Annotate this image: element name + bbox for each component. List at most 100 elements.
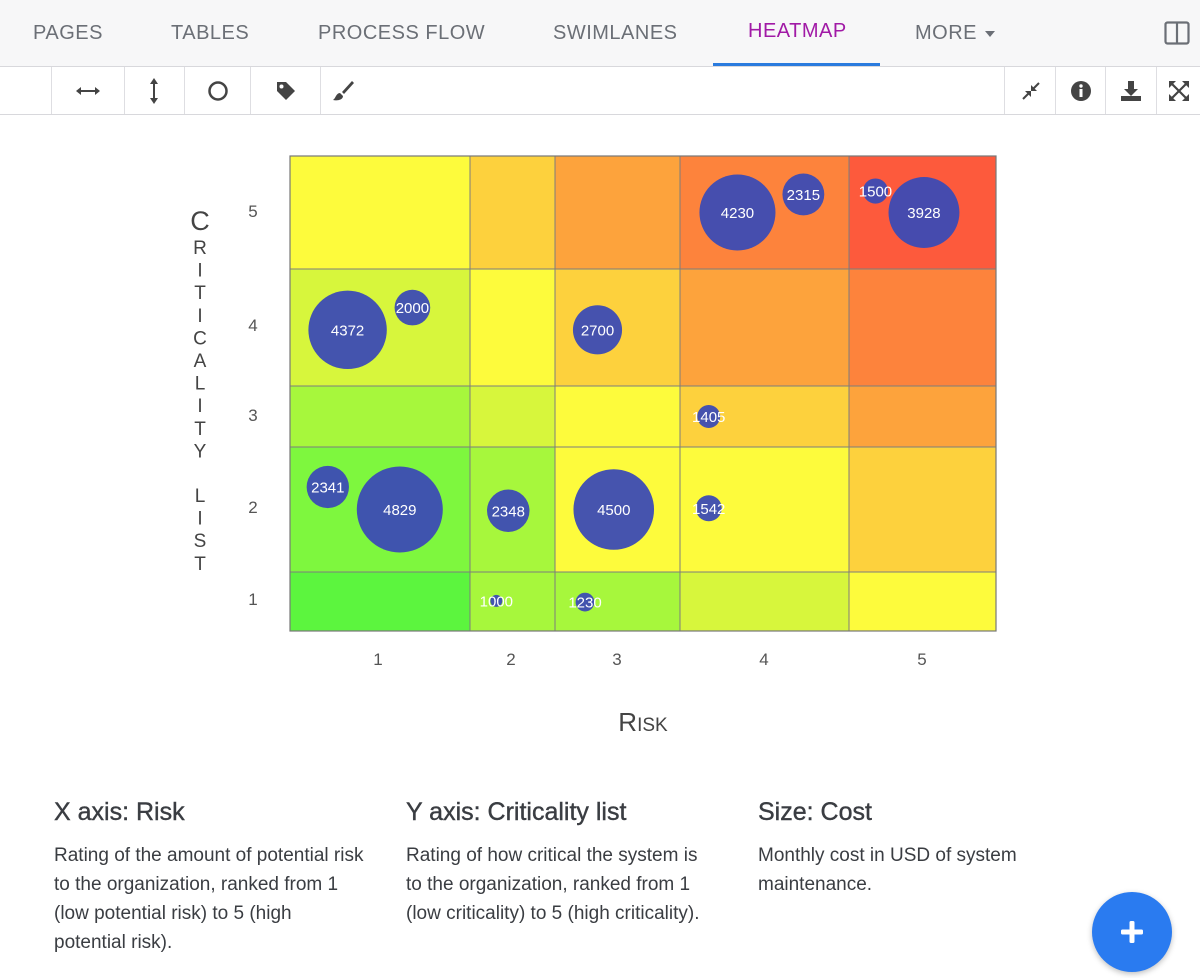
tab-more[interactable]: MORE (915, 0, 995, 66)
info-icon (1071, 80, 1091, 101)
tab-heatmap[interactable]: HEATMAP (748, 20, 847, 42)
tab-tables[interactable]: TABLES (171, 22, 250, 44)
y-axis-letter: I (197, 261, 202, 282)
toolbar (0, 67, 1200, 115)
y-axis-letter: T (194, 554, 206, 575)
y-axis-letter: I (197, 509, 202, 530)
y-axis-letter: T (194, 419, 206, 440)
plus-icon (1121, 921, 1143, 943)
download-button[interactable] (1105, 67, 1156, 114)
bubble (573, 469, 655, 550)
toolbar-spacer (0, 67, 52, 114)
collapse-icon (1021, 81, 1040, 100)
x-tick-label: 5 (917, 650, 926, 669)
bubble (572, 305, 623, 355)
bubble-label: 1542 (692, 501, 725, 518)
expand-button[interactable] (1156, 67, 1200, 114)
y-axis-letter: I (197, 396, 202, 417)
info-size-title: Size: Cost (758, 798, 872, 826)
bubble-label: 4829 (383, 502, 416, 519)
bubble (695, 495, 722, 522)
bubble (888, 177, 960, 248)
heatmap-cell (469, 155, 556, 270)
heatmap-cell (848, 446, 997, 573)
heatmap-cell (679, 571, 850, 632)
paintbrush-button[interactable] (321, 67, 365, 114)
bubble (782, 173, 825, 216)
y-tick-label: 3 (248, 406, 257, 425)
download-icon (1121, 80, 1141, 101)
heatmap-cell (469, 385, 556, 448)
x-axis-label: RISK (618, 707, 668, 737)
chevron-down-icon (985, 30, 995, 37)
tab-pages[interactable]: PAGES (33, 22, 103, 44)
heatmap-cell (554, 385, 681, 448)
resize-vertical-button[interactable] (124, 67, 185, 114)
active-tab-indicator (713, 63, 880, 66)
circle-button[interactable] (185, 67, 251, 114)
y-axis-letter: I (197, 306, 202, 327)
heatmap-cell (469, 268, 556, 387)
bubble-label: 1230 (568, 595, 601, 612)
bubble (575, 592, 595, 612)
tab-process-flow[interactable]: PROCESS FLOW (318, 22, 486, 44)
info-size-desc: Monthly cost in USD of system maintenanc… (758, 845, 1017, 895)
y-axis-letter: A (194, 351, 207, 372)
y-tick-label: 4 (248, 316, 257, 335)
bubble-label: 2341 (311, 480, 344, 497)
bubble (356, 466, 443, 553)
paintbrush-icon (333, 80, 354, 100)
expand-icon (1169, 80, 1189, 101)
info-y-axis: Y axis: Criticality list Rating of how c… (406, 798, 716, 928)
heatmap-cell (554, 155, 681, 270)
heatmap-cell (289, 571, 471, 632)
y-axis-letter: S (194, 531, 207, 552)
y-tick-label: 5 (248, 202, 257, 221)
bubble-label: 3928 (907, 205, 940, 222)
resize-horizontal-button[interactable] (51, 67, 125, 114)
add-button[interactable] (1092, 892, 1172, 972)
info-x-axis-desc: Rating of the amount of potential risk t… (54, 845, 364, 953)
collapse-button[interactable] (1004, 67, 1056, 114)
info-button[interactable] (1055, 67, 1106, 114)
y-tick-label: 1 (248, 590, 257, 609)
info-y-axis-desc: Rating of how critical the system is to … (406, 845, 700, 924)
info-size: Size: Cost Monthly cost in USD of system… (758, 798, 1068, 899)
bubble (306, 465, 349, 509)
resize-vertical-icon (150, 77, 158, 104)
bubble-label: 1500 (859, 184, 892, 201)
tag-button[interactable] (251, 67, 321, 114)
bubble-label: 4500 (597, 502, 630, 519)
bubble-label: 1000 (480, 593, 513, 610)
bubble-label: 4230 (721, 205, 754, 222)
x-tick-label: 2 (506, 650, 515, 669)
y-tick-label: 2 (248, 498, 257, 517)
heatmap-chart: 4230 2315 1500 3928 4372 2000 2700 1405 2341 4829… (0, 114, 1200, 774)
y-axis-letter: L (195, 374, 206, 395)
heatmap-cell (848, 571, 997, 632)
y-axis-letter: L (195, 486, 206, 507)
bubble-label: 1405 (692, 409, 725, 426)
bubble-label: 4372 (331, 322, 364, 339)
bubble (487, 489, 530, 532)
tab-swimlanes[interactable]: SWIMLANES (553, 22, 678, 44)
bubble (699, 174, 776, 251)
heatmap-cell (289, 385, 471, 448)
resize-horizontal-icon (76, 86, 100, 95)
panel-toggle-icon[interactable] (1164, 21, 1190, 45)
info-x-axis-title: X axis: Risk (54, 798, 185, 826)
heatmap-cell (289, 155, 471, 270)
bubble (394, 289, 431, 326)
bubble-label: 2000 (396, 300, 429, 317)
heatmap-cell (848, 385, 997, 448)
y-axis-letter: C (193, 328, 207, 349)
info-y-axis-title: Y axis: Criticality list (406, 798, 627, 826)
heatmap-border (289, 155, 997, 632)
bubble (490, 594, 503, 607)
circle-icon (207, 80, 228, 101)
bubble (697, 405, 721, 428)
info-x-axis: X axis: Risk Rating of the amount of pot… (54, 798, 364, 957)
bubble-label: 2348 (492, 503, 525, 520)
y-axis-letter: T (194, 283, 206, 304)
